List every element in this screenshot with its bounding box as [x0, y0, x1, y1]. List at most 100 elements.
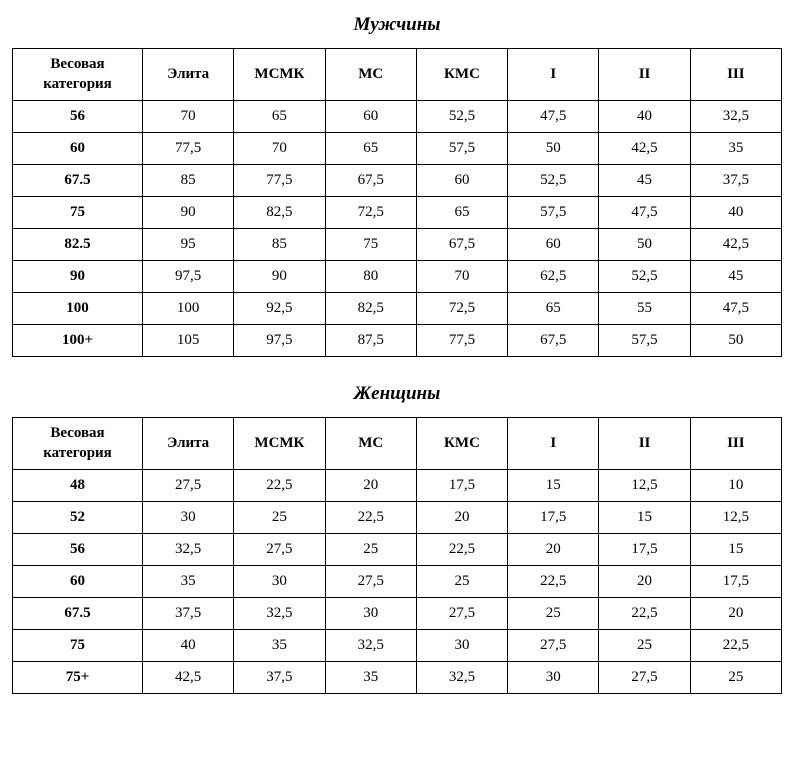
data-cell: 30 — [508, 662, 599, 694]
data-cell: 42,5 — [143, 662, 234, 694]
data-cell: 27,5 — [508, 630, 599, 662]
data-cell: 95 — [143, 229, 234, 261]
data-cell: 30 — [234, 566, 325, 598]
weight-cell: 56 — [13, 101, 143, 133]
data-cell: 87,5 — [325, 325, 416, 357]
data-cell: 50 — [690, 325, 781, 357]
data-cell: 47,5 — [690, 293, 781, 325]
table-row: 60353027,52522,52017,5 — [13, 566, 782, 598]
data-cell: 65 — [234, 101, 325, 133]
col-header-ii: II — [599, 418, 690, 470]
data-cell: 25 — [599, 630, 690, 662]
data-cell: 82,5 — [325, 293, 416, 325]
weight-cell: 60 — [13, 566, 143, 598]
data-cell: 85 — [143, 165, 234, 197]
data-cell: 47,5 — [599, 197, 690, 229]
data-cell: 12,5 — [690, 502, 781, 534]
data-cell: 22,5 — [325, 502, 416, 534]
data-cell: 40 — [599, 101, 690, 133]
data-cell: 32,5 — [234, 598, 325, 630]
data-cell: 65 — [416, 197, 507, 229]
weight-cell: 90 — [13, 261, 143, 293]
data-cell: 27,5 — [143, 470, 234, 502]
data-cell: 27,5 — [599, 662, 690, 694]
weight-cell: 75 — [13, 630, 143, 662]
col-header-i: I — [508, 49, 599, 101]
data-cell: 30 — [143, 502, 234, 534]
table-row: 75+42,537,53532,53027,525 — [13, 662, 782, 694]
weight-cell: 100+ — [13, 325, 143, 357]
data-cell: 77,5 — [143, 133, 234, 165]
col-header-iii: III — [690, 49, 781, 101]
data-cell: 37,5 — [690, 165, 781, 197]
data-cell: 22,5 — [508, 566, 599, 598]
data-cell: 62,5 — [508, 261, 599, 293]
data-cell: 37,5 — [234, 662, 325, 694]
col-header-kms: КМС — [416, 49, 507, 101]
data-cell: 35 — [234, 630, 325, 662]
data-cell: 52,5 — [599, 261, 690, 293]
data-cell: 25 — [234, 502, 325, 534]
data-cell: 97,5 — [234, 325, 325, 357]
data-cell: 65 — [325, 133, 416, 165]
weight-cell: 67.5 — [13, 165, 143, 197]
table-row: 67.537,532,53027,52522,520 — [13, 598, 782, 630]
data-cell: 75 — [325, 229, 416, 261]
data-cell: 12,5 — [599, 470, 690, 502]
data-cell: 35 — [690, 133, 781, 165]
data-cell: 30 — [325, 598, 416, 630]
data-cell: 72,5 — [325, 197, 416, 229]
table-row: 10010092,582,572,5655547,5 — [13, 293, 782, 325]
col-header-kms: КМС — [416, 418, 507, 470]
data-cell: 100 — [143, 293, 234, 325]
data-cell: 47,5 — [508, 101, 599, 133]
data-cell: 17,5 — [416, 470, 507, 502]
data-cell: 70 — [416, 261, 507, 293]
data-cell: 32,5 — [690, 101, 781, 133]
table-row: 82.595857567,5605042,5 — [13, 229, 782, 261]
col-header-ms: МС — [325, 418, 416, 470]
data-cell: 67,5 — [416, 229, 507, 261]
data-cell: 105 — [143, 325, 234, 357]
weight-cell: 82.5 — [13, 229, 143, 261]
data-cell: 82,5 — [234, 197, 325, 229]
data-cell: 55 — [599, 293, 690, 325]
weight-cell: 67.5 — [13, 598, 143, 630]
data-cell: 40 — [690, 197, 781, 229]
data-cell: 67,5 — [325, 165, 416, 197]
weight-cell: 100 — [13, 293, 143, 325]
data-cell: 27,5 — [325, 566, 416, 598]
data-cell: 60 — [325, 101, 416, 133]
table-row: 5670656052,547,54032,5 — [13, 101, 782, 133]
data-cell: 27,5 — [416, 598, 507, 630]
data-cell: 92,5 — [234, 293, 325, 325]
col-header-elite: Элита — [143, 418, 234, 470]
data-cell: 17,5 — [508, 502, 599, 534]
data-cell: 15 — [690, 534, 781, 566]
data-cell: 22,5 — [234, 470, 325, 502]
table-row: 9097,590807062,552,545 — [13, 261, 782, 293]
data-cell: 15 — [599, 502, 690, 534]
data-cell: 60 — [508, 229, 599, 261]
table-row: 4827,522,52017,51512,510 — [13, 470, 782, 502]
data-cell: 27,5 — [234, 534, 325, 566]
men-section: Мужчины Весоваякатегория Элита МСМК МС К… — [12, 14, 782, 357]
data-cell: 25 — [690, 662, 781, 694]
table-row: 100+10597,587,577,567,557,550 — [13, 325, 782, 357]
data-cell: 77,5 — [234, 165, 325, 197]
table-row: 67.58577,567,56052,54537,5 — [13, 165, 782, 197]
data-cell: 70 — [143, 101, 234, 133]
data-cell: 45 — [690, 261, 781, 293]
weight-cell: 48 — [13, 470, 143, 502]
data-cell: 22,5 — [416, 534, 507, 566]
data-cell: 50 — [508, 133, 599, 165]
data-cell: 20 — [325, 470, 416, 502]
col-header-ms: МС — [325, 49, 416, 101]
data-cell: 22,5 — [599, 598, 690, 630]
col-header-msmk: МСМК — [234, 418, 325, 470]
col-header-i: I — [508, 418, 599, 470]
data-cell: 90 — [234, 261, 325, 293]
data-cell: 20 — [416, 502, 507, 534]
data-cell: 32,5 — [143, 534, 234, 566]
data-cell: 57,5 — [416, 133, 507, 165]
